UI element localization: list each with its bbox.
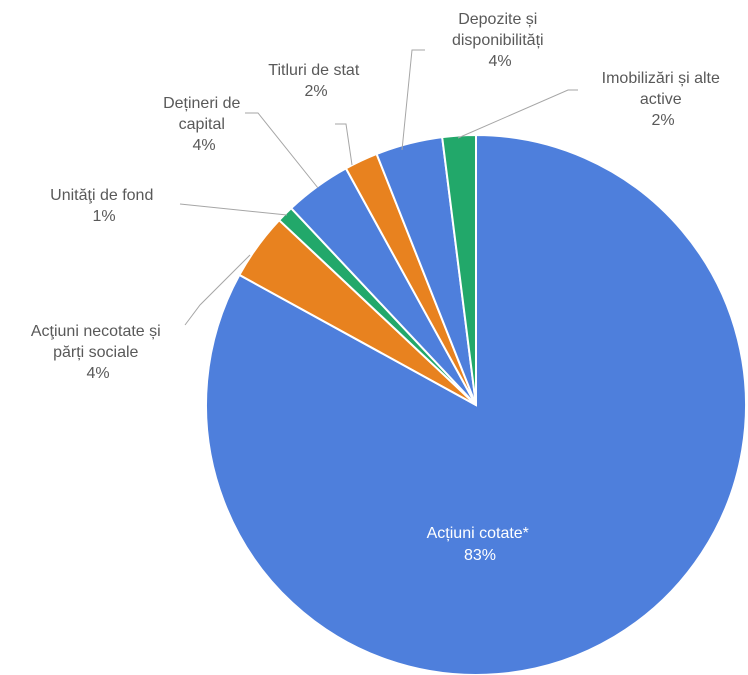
slice-label-imobilizari-pct: 2% bbox=[651, 112, 674, 129]
slice-label-titluri-de-stat: Titluri de stat 2% bbox=[268, 62, 363, 100]
slice-label-titluri-line1: Titluri de stat bbox=[268, 62, 360, 79]
slice-label-detineri-line2: capital bbox=[179, 116, 225, 133]
slice-label-actiuni-necotate-line1: Acţiuni necotate și bbox=[31, 323, 161, 340]
slice-label-actiuni-cotate-pct: 83% bbox=[464, 547, 496, 564]
leader-line-detineri-de-capital bbox=[245, 112, 319, 189]
slice-label-unitati-de-fond-line1: Unităţi de fond bbox=[50, 187, 153, 204]
leader-lines bbox=[179, 49, 578, 326]
slice-label-depozite-line1: Depozite și bbox=[458, 11, 537, 28]
leader-line-titluri-de-stat bbox=[335, 123, 353, 166]
slice-label-unitati-de-fond-pct: 1% bbox=[92, 208, 115, 225]
slice-label-imobilizari: Imobilizări și alte active 2% bbox=[602, 70, 725, 129]
slice-label-unitati-de-fond: Unităţi de fond 1% bbox=[50, 187, 158, 225]
leader-line-depozite bbox=[401, 49, 425, 151]
slice-label-actiuni-necotate-pct: 4% bbox=[86, 365, 109, 382]
slice-label-imobilizari-line1: Imobilizări și alte bbox=[602, 70, 720, 87]
slice-label-detineri-pct: 4% bbox=[192, 137, 215, 154]
slice-label-titluri-pct: 2% bbox=[304, 83, 327, 100]
slice-label-imobilizari-line2: active bbox=[640, 91, 682, 108]
slice-label-actiuni-necotate: Acţiuni necotate și părți sociale 4% bbox=[31, 323, 165, 382]
slice-label-actiuni-cotate: Acțiuni cotate* 83% bbox=[427, 525, 534, 564]
pie-slices bbox=[205, 133, 748, 675]
leader-line-actiuni-necotate bbox=[184, 254, 251, 326]
slice-label-detineri-de-capital: Dețineri de capital 4% bbox=[163, 95, 245, 154]
slice-label-depozite-line2: disponibilități bbox=[452, 32, 544, 49]
slice-label-actiuni-necotate-line2: părți sociale bbox=[53, 344, 138, 361]
pie-slice-6 bbox=[441, 133, 477, 406]
slice-label-detineri-line1: Dețineri de bbox=[163, 95, 240, 112]
slice-label-depozite: Depozite și disponibilități 4% bbox=[452, 11, 548, 70]
leader-line-imobilizari bbox=[457, 89, 578, 139]
slice-label-actiuni-cotate-name: Acțiuni cotate* bbox=[427, 525, 529, 542]
leader-line-unitati-de-fond bbox=[179, 203, 288, 216]
slice-label-depozite-pct: 4% bbox=[488, 53, 511, 70]
